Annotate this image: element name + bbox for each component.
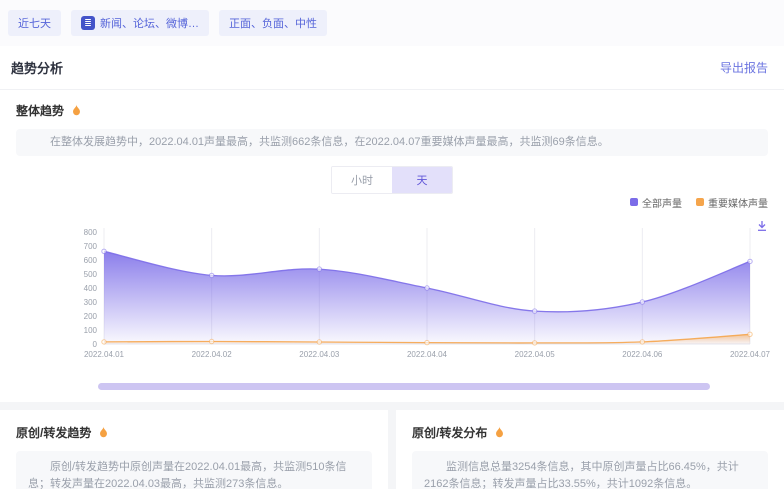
svg-text:200: 200	[84, 312, 98, 321]
svg-text:2022.04.06: 2022.04.06	[622, 350, 663, 359]
download-icon[interactable]	[756, 219, 768, 237]
filter-sources-label: 新闻、论坛、微博…	[100, 18, 199, 30]
legend-swatch-important-media	[696, 198, 704, 206]
svg-text:0: 0	[93, 340, 98, 349]
filter-date-range-label: 近七天	[18, 18, 51, 30]
overall-trend-title: 整体趋势	[16, 104, 65, 118]
svg-text:2022.04.04: 2022.04.04	[407, 350, 448, 359]
filter-date-range[interactable]: 近七天	[8, 10, 61, 36]
legend-label-important-media: 重要媒体声量	[708, 198, 768, 210]
granularity-toggle: 小时 天	[0, 166, 784, 194]
chart-legend: 全部声量 重要媒体声量	[0, 194, 784, 210]
hot-icon	[73, 104, 80, 116]
svg-text:100: 100	[84, 326, 98, 335]
original-repost-trend-summary: 原创/转发趋势中原创声量在2022.04.01最高，共监测510条信息；转发声量…	[16, 451, 372, 489]
svg-text:600: 600	[84, 256, 98, 265]
filter-sentiments-label: 正面、负面、中性	[229, 18, 317, 30]
page-title: 趋势分析	[11, 61, 64, 76]
svg-text:2022.04.01: 2022.04.01	[84, 350, 125, 359]
legend-label-total: 全部声量	[642, 198, 682, 210]
original-repost-trend-card: 原创/转发趋势 原创/转发趋势中原创声量在2022.04.01最高，共监测510…	[0, 410, 388, 489]
svg-text:2022.04.03: 2022.04.03	[299, 350, 340, 359]
svg-text:2022.04.05: 2022.04.05	[515, 350, 556, 359]
original-repost-trend-title: 原创/转发趋势	[16, 426, 92, 440]
original-repost-distribution-title: 原创/转发分布	[412, 426, 488, 440]
original-repost-distribution-summary: 监测信息总量3254条信息，其中原创声量占比66.45%，共计2162条信息；转…	[412, 451, 768, 489]
legend-item-total[interactable]: 全部声量	[630, 195, 682, 210]
toggle-day-button[interactable]: 天	[392, 167, 452, 193]
card-header: 趋势分析 导出报告	[0, 46, 784, 90]
hot-icon	[496, 426, 504, 438]
chart-area: 2022.04.01 2022.04.02 2022.04.03 2022.04.04…	[0, 220, 784, 390]
hot-icon	[100, 426, 108, 438]
legend-item-important-media[interactable]: 重要媒体声量	[696, 195, 768, 210]
chart-zoom-scrollbar[interactable]	[98, 383, 710, 390]
svg-text:400: 400	[84, 284, 98, 293]
overall-trend-summary: 在整体发展趋势中，2022.04.01声量最高，共监测662条信息，在2022.…	[16, 129, 768, 156]
svg-text:2022.04.02: 2022.04.02	[192, 350, 233, 359]
trend-chart[interactable]: 2022.04.01 2022.04.02 2022.04.03 2022.04.04…	[78, 220, 784, 375]
filter-bar: 近七天 ≣ 新闻、论坛、微博… 正面、负面、中性	[0, 0, 784, 46]
svg-text:300: 300	[84, 298, 98, 307]
filter-sources[interactable]: ≣ 新闻、论坛、微博…	[71, 10, 209, 36]
trend-analysis-card: 趋势分析 导出报告 整体趋势 在整体发展趋势中，2022.04.01声量最高，共…	[0, 46, 784, 402]
filter-sentiments[interactable]: 正面、负面、中性	[219, 10, 327, 36]
legend-swatch-total	[630, 198, 638, 206]
bottom-cards: 原创/转发趋势 原创/转发趋势中原创声量在2022.04.01最高，共监测510…	[0, 410, 784, 489]
source-channel-icon: ≣	[81, 16, 95, 30]
overall-trend-header: 整体趋势	[0, 90, 784, 119]
svg-text:800: 800	[84, 228, 98, 237]
export-report-link[interactable]: 导出报告	[719, 61, 768, 75]
svg-text:700: 700	[84, 242, 98, 251]
original-repost-distribution-card: 原创/转发分布 监测信息总量3254条信息，其中原创声量占比66.45%，共计2…	[396, 410, 784, 489]
toggle-hour-button[interactable]: 小时	[332, 167, 392, 193]
svg-text:500: 500	[84, 270, 98, 279]
svg-text:2022.04.07: 2022.04.07	[730, 350, 771, 359]
